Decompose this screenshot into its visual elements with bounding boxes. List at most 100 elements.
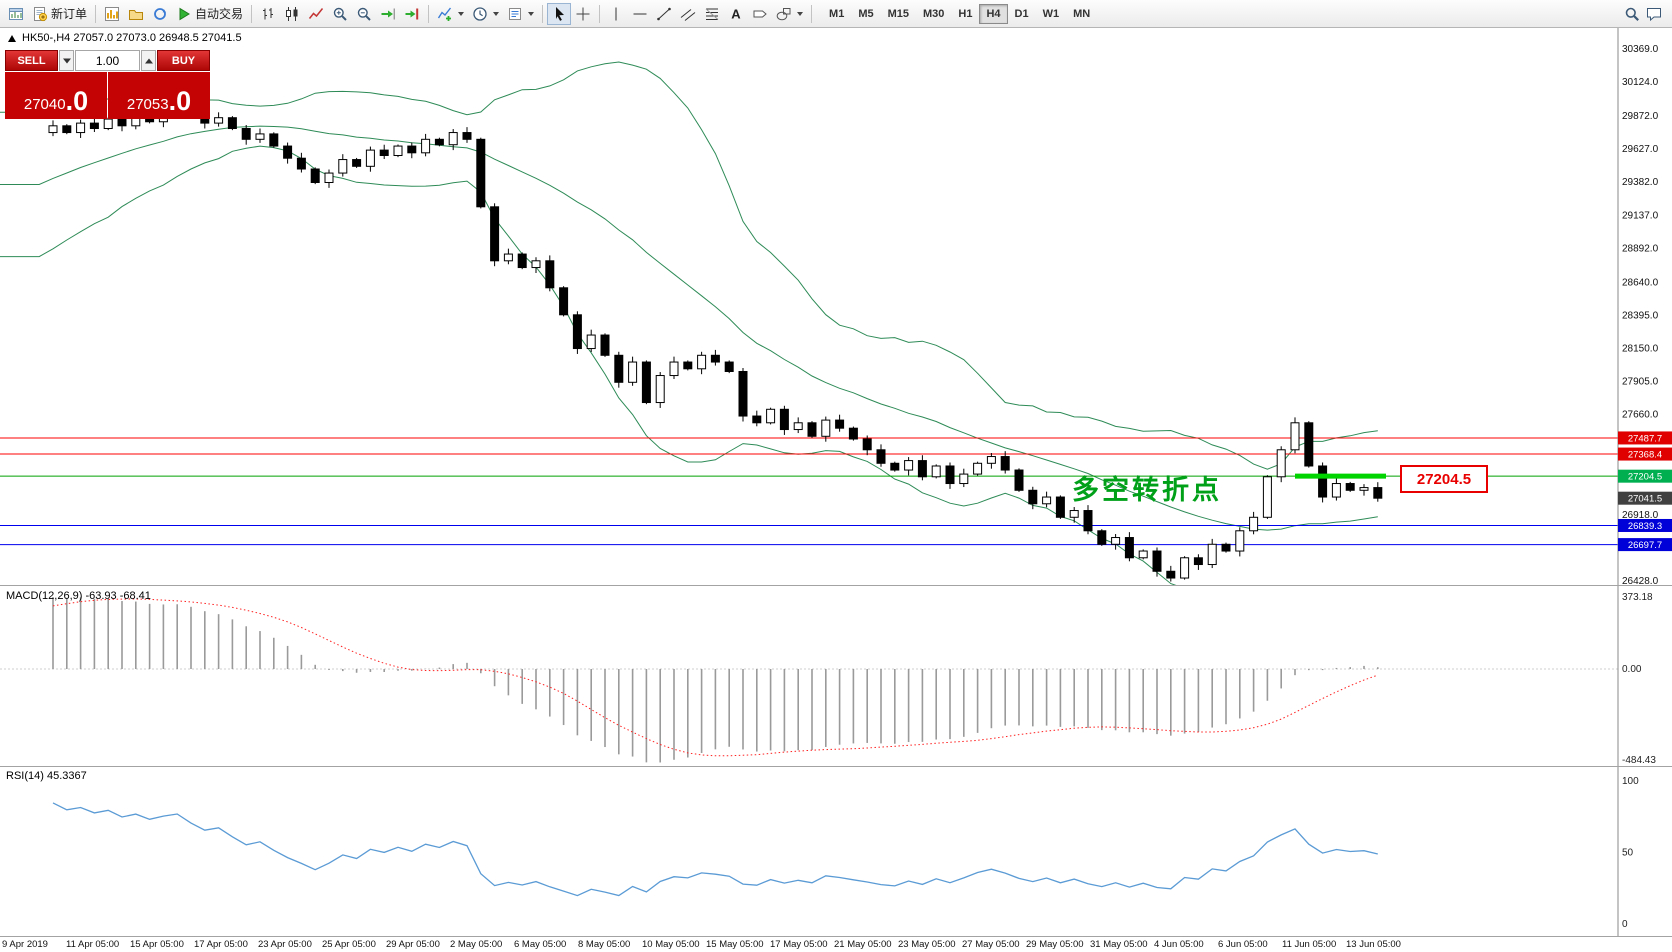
svg-text:A: A [731,6,741,21]
price-line-label[interactable]: 27204.5 [1400,465,1488,493]
shapes-button[interactable] [772,3,807,25]
timeframe-w1-button[interactable]: W1 [1036,4,1067,24]
chart-window[interactable]: 30369.0 30124.0 29872.0 29627.0 29382.0 29137… [0,28,1672,951]
label-tool-button[interactable] [748,3,772,25]
svg-text:28892.0: 28892.0 [1622,243,1659,254]
line-chart-type-button[interactable] [304,3,328,25]
macd-panel-canvas[interactable]: 373.18 0.00 -484.43 [0,586,1672,766]
timeframe-m15-button[interactable]: M15 [881,4,916,24]
crosshair-tool-button[interactable] [571,3,595,25]
svg-text:100: 100 [1622,776,1639,787]
timeframe-h1-button[interactable]: H1 [951,4,979,24]
time-label: 15 Apr 05:00 [130,939,184,950]
chart-window-button[interactable] [4,3,28,25]
search-icon[interactable] [1624,6,1640,22]
time-label: 17 Apr 05:00 [194,939,248,950]
buy-price-button[interactable]: 27053.0 [108,72,210,119]
cycle-icon [152,6,168,22]
new-order-button[interactable]: 新订单 [28,3,91,25]
timeframe-m5-button[interactable]: M5 [851,4,880,24]
chat-icon[interactable] [1646,6,1662,22]
autotrading-icon [176,6,192,22]
toolbar-separator [542,4,544,23]
time-label: 8 May 05:00 [578,939,631,950]
time-label: 2 May 05:00 [450,939,503,950]
time-label: 15 May 05:00 [706,939,764,950]
svg-text:26697.7: 26697.7 [1628,540,1662,551]
templates-button[interactable] [503,3,538,25]
timeframe-d1-button[interactable]: D1 [1008,4,1036,24]
buy-button[interactable]: BUY [157,50,210,71]
svg-text:29382.0: 29382.0 [1622,177,1659,188]
candle-chart-type-button[interactable] [280,3,304,25]
text-tool-icon: A [728,6,744,22]
profiles-button[interactable] [124,3,148,25]
chart-shift-button[interactable] [400,3,424,25]
trendline-tool-button[interactable] [652,3,676,25]
main-chart-canvas[interactable]: 30369.0 30124.0 29872.0 29627.0 29382.0 29137… [0,28,1672,585]
auto-scroll-button[interactable] [376,3,400,25]
expand-arrow-icon[interactable] [8,34,16,42]
crosshair-icon [575,6,591,22]
fibonacci-tool-button[interactable] [700,3,724,25]
buy-price-pips: .0 [168,86,192,116]
svg-text:27368.4: 27368.4 [1628,450,1662,461]
new-chart-button[interactable] [100,3,124,25]
buy-price-main: 27053 [126,96,169,113]
refresh-charts-button[interactable] [148,3,172,25]
new-chart-icon [104,6,120,22]
triangle-down-icon [62,58,71,63]
chevron-down-icon [797,11,804,16]
template-icon [507,6,523,22]
autotrading-button[interactable]: 自动交易 [172,3,247,25]
volume-decrease-button[interactable] [59,50,74,71]
svg-text:29627.0: 29627.0 [1622,144,1659,155]
timeframe-mn-button[interactable]: MN [1066,4,1097,24]
horizontal-line-tool-button[interactable] [628,3,652,25]
sell-price-button[interactable]: 27040.0 [5,72,107,119]
time-label: 23 Apr 05:00 [258,939,312,950]
auto-scroll-icon [380,6,396,22]
zoom-in-button[interactable] [328,3,352,25]
symbol-ohlc-text: HK50-,H4 27057.0 27073.0 26948.5 27041.5 [22,32,242,44]
shapes-icon [776,6,792,22]
candles-type-icon [284,6,300,22]
bar-chart-type-button[interactable] [256,3,280,25]
rsi-panel-canvas[interactable]: 100 50 0 [0,767,1672,936]
timeframe-m1-button[interactable]: M1 [822,4,851,24]
indicators-button[interactable] [433,3,468,25]
timeframe-m30-button[interactable]: M30 [916,4,951,24]
rsi-panel-divider[interactable] [0,766,1672,767]
cursor-tool-button[interactable] [547,2,572,25]
periods-button[interactable] [468,3,503,25]
volume-increase-button[interactable] [141,50,156,71]
zoom-out-button[interactable] [352,3,376,25]
svg-text:0.00: 0.00 [1622,664,1642,675]
volume-input[interactable] [75,50,140,71]
time-label: 10 May 05:00 [642,939,700,950]
svg-text:29137.0: 29137.0 [1622,210,1659,221]
toolbar-separator [428,4,430,23]
macd-panel-divider[interactable] [0,585,1672,586]
channel-tool-button[interactable] [676,3,700,25]
chevron-down-icon [528,11,535,16]
vline-tool-icon [608,6,624,22]
time-label: 21 May 05:00 [834,939,892,950]
one-click-trade-panel: SELL BUY 27040.0 27053.0 [5,50,210,119]
triangle-up-icon [144,58,153,63]
svg-text:26428.0: 26428.0 [1622,576,1659,585]
time-label: 29 Apr 05:00 [386,939,440,950]
text-tool-button[interactable]: A [724,3,748,25]
sell-button[interactable]: SELL [5,50,58,71]
time-axis[interactable]: 9 Apr 2019 11 Apr 05:00 15 Apr 05:00 17 Apr… [0,936,1672,952]
vertical-line-tool-button[interactable] [604,3,628,25]
time-label: 31 May 05:00 [1090,939,1148,950]
svg-text:-484.43: -484.43 [1622,755,1656,766]
svg-text:27905.0: 27905.0 [1622,377,1659,388]
bars-type-icon [260,6,276,22]
clock-icon [472,6,488,22]
new-order-icon [32,6,48,22]
zoom-in-icon [332,6,348,22]
toolbar-separator [95,4,97,23]
timeframe-h4-button[interactable]: H4 [979,3,1008,24]
